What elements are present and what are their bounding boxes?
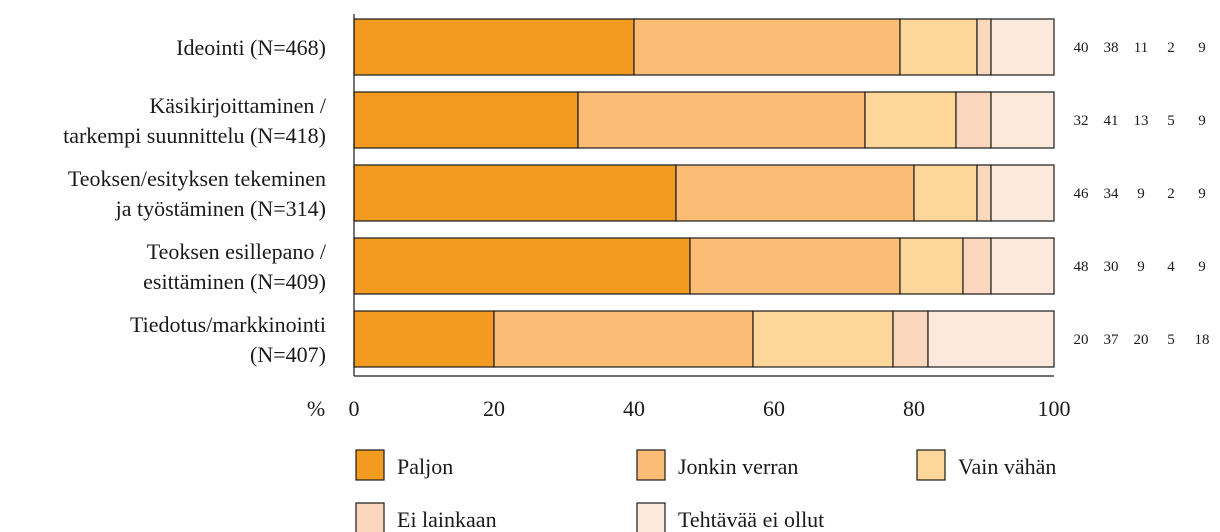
value-label: 9	[1198, 186, 1206, 202]
bar-segment	[899, 237, 964, 295]
category-label: Tiedotus/markkinointi (N=407)	[130, 312, 326, 367]
category-label: Ideointi (N=468)	[176, 35, 326, 60]
value-label: 46	[1074, 186, 1090, 202]
legend-swatch	[355, 502, 385, 532]
category-label-line: Ideointi (N=468)	[176, 35, 326, 60]
bar-segment	[493, 310, 754, 368]
bar-segment	[955, 91, 992, 149]
value-label: 2	[1167, 186, 1175, 202]
category-label-line: Teoksen/esityksen tekeminen	[68, 166, 326, 191]
bar-segment	[990, 91, 1055, 149]
bar-segment	[899, 18, 978, 76]
category-label-line: esittäminen (N=409)	[143, 269, 326, 294]
bar-segment	[752, 310, 894, 368]
bar-segment	[962, 237, 992, 295]
bars	[353, 18, 1055, 368]
x-tick-label: 40	[623, 396, 645, 421]
bar-segment	[892, 310, 929, 368]
x-tick-label: 80	[903, 396, 925, 421]
legend-label: Vain vähän	[958, 454, 1056, 479]
category-label: Teoksen esillepano / esittäminen (N=409)	[143, 239, 327, 294]
value-label: 2	[1167, 40, 1175, 56]
value-label: 34	[1104, 186, 1120, 202]
value-label: 30	[1104, 259, 1119, 275]
bar-segment	[675, 164, 915, 222]
category-label-line: (N=407)	[250, 342, 326, 367]
bar-segment	[689, 237, 901, 295]
category-label-line: Teoksen esillepano /	[147, 239, 327, 264]
x-tick-label: 100	[1038, 396, 1071, 421]
x-tick-label: 60	[763, 396, 785, 421]
value-label: 9	[1198, 113, 1206, 129]
category-label-line: ja työstäminen (N=314)	[115, 196, 326, 221]
category-label-line: Käsikirjoittaminen /	[149, 93, 326, 118]
bar-segment	[913, 164, 978, 222]
value-label: 18	[1195, 332, 1210, 348]
legend-label: Ei lainkaan	[397, 507, 497, 532]
value-label: 4	[1167, 259, 1175, 275]
legend-label: Paljon	[397, 454, 453, 479]
value-label: 20	[1134, 332, 1149, 348]
value-label: 5	[1167, 113, 1175, 129]
value-label: 9	[1137, 186, 1145, 202]
x-tick-label: 20	[483, 396, 505, 421]
bar-segment	[976, 18, 992, 76]
legend-swatch	[636, 502, 666, 532]
value-label: 9	[1198, 40, 1206, 56]
category-label-line: tarkempi suunnittelu (N=418)	[63, 123, 326, 148]
value-label: 13	[1134, 113, 1149, 129]
category-label-line: Tiedotus/markkinointi	[130, 312, 326, 337]
value-label: 37	[1104, 332, 1120, 348]
bar-segment	[864, 91, 957, 149]
bar-segment	[353, 91, 579, 149]
value-label: 40	[1074, 40, 1089, 56]
bar-segment	[990, 18, 1055, 76]
legend: Paljon Jonkin verran Vain vähän Ei lainkaan…	[355, 449, 1056, 532]
bar-segment	[633, 18, 901, 76]
value-label: 48	[1074, 259, 1089, 275]
value-label: 9	[1137, 259, 1145, 275]
bar-segment	[927, 310, 1055, 368]
value-label: 5	[1167, 332, 1175, 348]
value-label: 41	[1104, 113, 1119, 129]
bar-segment	[353, 237, 691, 295]
bar-segment	[577, 91, 866, 149]
bar-segment	[353, 310, 495, 368]
value-label: 38	[1104, 40, 1119, 56]
x-unit-label: %	[307, 396, 325, 421]
value-label: 20	[1074, 332, 1089, 348]
legend-swatch	[636, 449, 666, 481]
legend-label: Jonkin verran	[678, 454, 798, 479]
bar-segment	[353, 164, 677, 222]
legend-label: Tehtävää ei ollut	[678, 507, 824, 532]
bar-segment	[990, 164, 1055, 222]
legend-swatch	[355, 449, 385, 481]
value-label: 9	[1198, 259, 1206, 275]
category-label: Teoksen/esityksen tekeminen ja työstämine…	[68, 166, 326, 221]
category-label: Käsikirjoittaminen / tarkempi suunnittelu…	[63, 93, 327, 148]
bar-segment	[976, 164, 992, 222]
value-label: 11	[1134, 40, 1148, 56]
bar-segment	[990, 237, 1055, 295]
x-tick-label: 0	[349, 396, 360, 421]
value-label: 32	[1074, 113, 1089, 129]
bar-segment	[353, 18, 635, 76]
legend-swatch	[916, 449, 946, 481]
